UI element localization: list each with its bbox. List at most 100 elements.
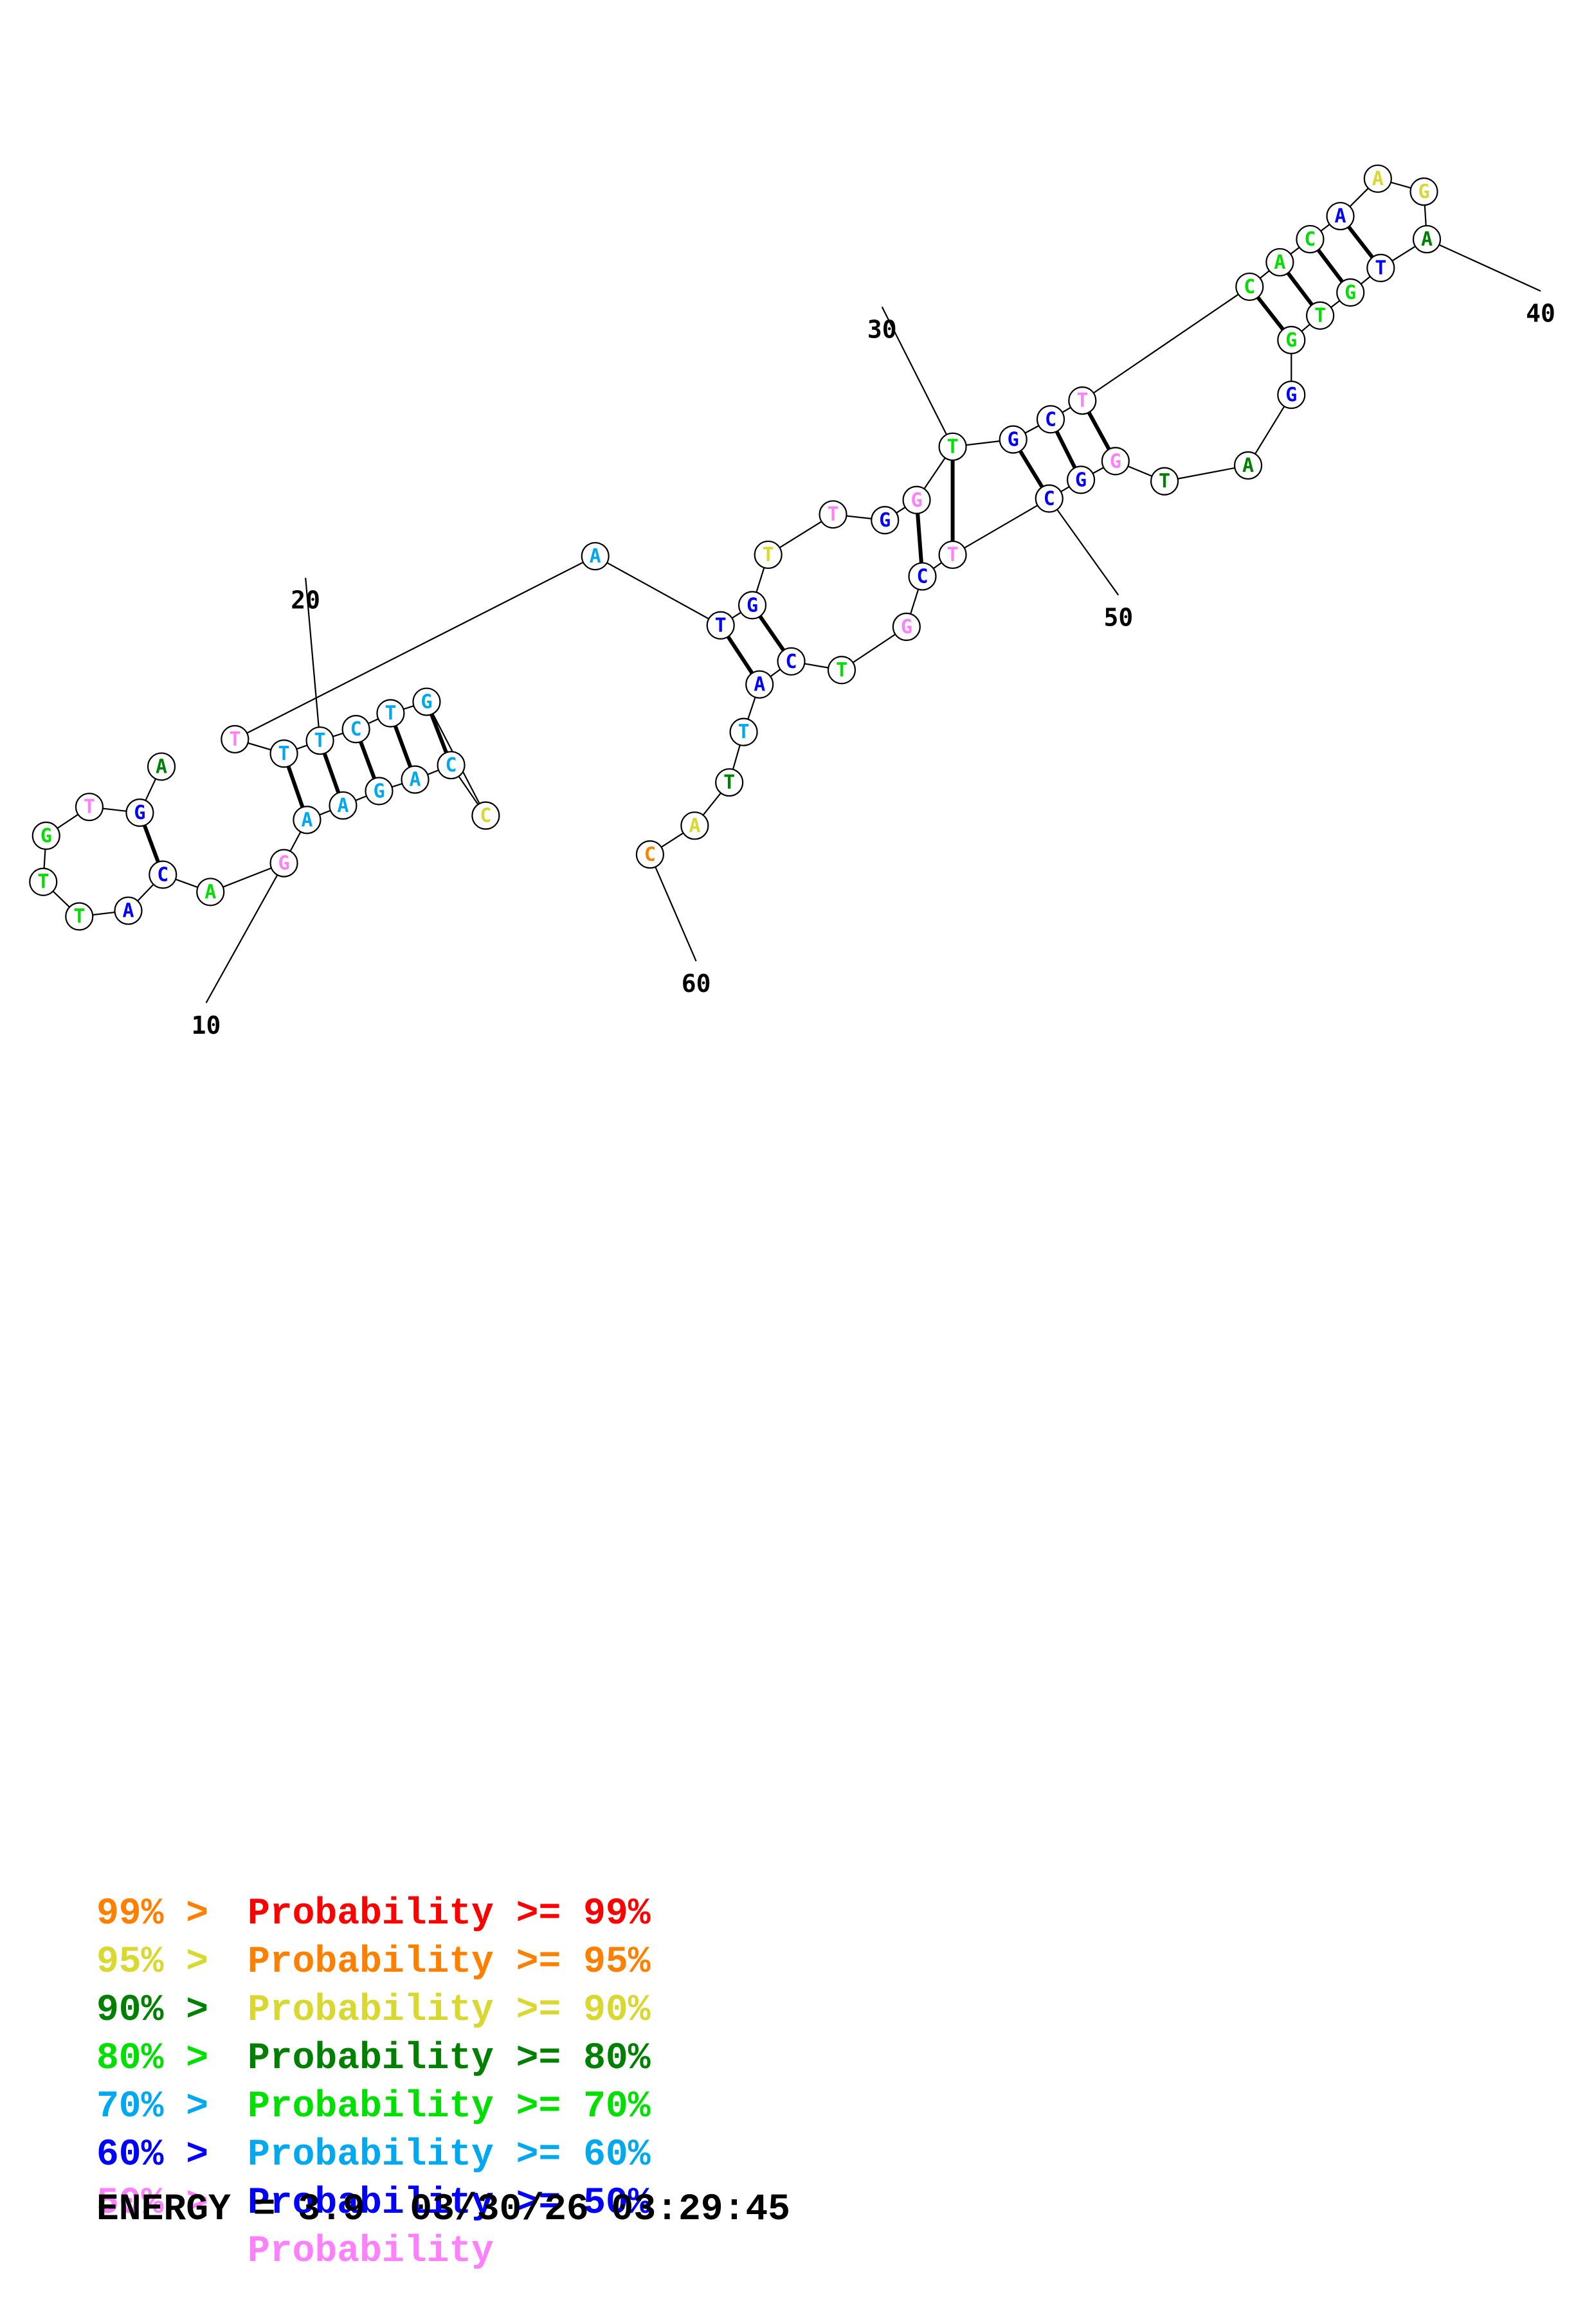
nucleotide: T [269, 739, 298, 768]
nucleotide-circle [341, 715, 370, 744]
position-tick-line [1048, 498, 1119, 596]
nucleotide: A [680, 811, 709, 840]
nucleotide: A [1363, 164, 1392, 194]
nucleotide-circle [329, 791, 358, 820]
legend-label: Probability >= 90% [248, 1990, 651, 2031]
nucleotide-circle [75, 793, 104, 822]
nucleotide: C [1235, 272, 1264, 302]
nucleotide-circle [125, 798, 154, 827]
nucleotide-circle [938, 432, 967, 461]
nucleotide: G [902, 485, 931, 514]
nucleotide-circle [401, 765, 430, 794]
nucleotide-base: G [747, 594, 758, 617]
nucleotide-base: C [480, 805, 491, 827]
nucleotide-circle [827, 656, 856, 685]
nucleotide-circle [1409, 177, 1438, 206]
nucleotide-base: T [73, 906, 85, 928]
nucleotide-base: C [1044, 488, 1055, 510]
nucleotide-base: T [84, 796, 95, 818]
nucleotide-circle [999, 425, 1028, 454]
backbone-segment [595, 555, 721, 626]
nucleotide: T [305, 726, 334, 755]
legend-row-p50: 60% > Probability >= 50% [96, 2083, 932, 2224]
nucleotide-base: T [738, 721, 750, 744]
nucleotide-base: A [590, 545, 601, 568]
nucleotide-circle [1036, 405, 1065, 434]
nucleotide-base: T [1314, 305, 1326, 327]
legend-row-p60: 70% > Probability >= 60% [96, 2035, 932, 2176]
nucleotide-circle [269, 849, 298, 878]
legend-range: 60% > [96, 2134, 209, 2176]
legend-range: 90% > [96, 1990, 209, 2031]
nucleotide-base: C [786, 651, 797, 673]
nucleotide-base: G [373, 780, 385, 803]
position-tick-line [1426, 239, 1541, 292]
nucleotide-base: C [446, 754, 457, 777]
position-tick-line [649, 854, 697, 962]
nucleotide-base: G [41, 825, 52, 847]
nucleotide-circle [1265, 248, 1294, 277]
nucleotide-base: A [689, 815, 700, 837]
nucleotide: G [999, 425, 1028, 454]
nucleotide-base: G [911, 489, 923, 512]
nucleotide-circle [365, 777, 394, 806]
legend-row-p70: 80% > Probability >= 70% [96, 1986, 932, 2128]
nucleotide-circle [715, 768, 744, 797]
nucleotide-circle [1233, 451, 1263, 480]
position-label: 50 [1103, 604, 1133, 632]
nucleotide-circle [1068, 386, 1097, 415]
nucleotide: C [437, 751, 466, 780]
nucleotide: A [581, 542, 610, 571]
nucleotide: T [75, 793, 104, 822]
nucleotide-circle [871, 506, 900, 535]
nucleotide-circle [196, 878, 225, 906]
legend-label: Probability >= 60% [248, 2134, 651, 2176]
legend-range: 80% > [96, 2038, 209, 2080]
nucleotide-base: C [350, 718, 362, 741]
nucleotide-circle [754, 540, 783, 570]
nucleotide-base: A [1274, 251, 1285, 274]
nucleotide-base: A [301, 809, 312, 831]
nucleotide: C [471, 801, 500, 830]
nucleotide-base: G [879, 509, 891, 532]
legend-range: 99% > [96, 1893, 209, 1935]
nucleotide-base: T [947, 436, 959, 458]
nucleotide-circle [729, 717, 758, 746]
nucleotide-circle [908, 562, 937, 591]
nucleotide-base: G [1345, 282, 1356, 304]
legend-row-plt50: 50% > Probability [96, 2131, 932, 2273]
nucleotide-base: T [1159, 471, 1170, 493]
nucleotide: G [892, 612, 921, 642]
legend-label: Probability >= 50% [248, 2183, 651, 2224]
nucleotide-circle [938, 540, 967, 570]
legend-label: Probability >= 80% [248, 2038, 651, 2080]
nucleotide: C [777, 647, 806, 676]
nucleotide-base: C [1045, 408, 1056, 431]
backbone-segment [234, 555, 596, 740]
nucleotide: T [1068, 386, 1097, 415]
nucleotide-base: C [1304, 228, 1316, 251]
nucleotide-base: T [836, 659, 847, 681]
nucleotide-base: G [1008, 429, 1019, 451]
nucleotide-base: G [1285, 329, 1297, 352]
nucleotide-circle [376, 699, 405, 728]
nucleotide: T [1366, 253, 1395, 283]
nucleotide: T [715, 768, 744, 797]
nucleotide-base: C [157, 864, 168, 887]
nucleotide: T [65, 902, 94, 931]
nucleotide-base: T [314, 730, 326, 752]
nucleotide-circle [1066, 465, 1096, 494]
nucleotide: G [738, 591, 767, 620]
nucleotide: T [706, 611, 735, 640]
backbone-segment [1082, 286, 1250, 402]
nucleotide-circle [1306, 301, 1335, 330]
nucleotide: G [1409, 177, 1438, 206]
position-label: 40 [1526, 300, 1555, 328]
nucleotide-base: T [385, 702, 396, 725]
nucleotide-circle [293, 806, 322, 834]
nucleotide-base: G [1285, 384, 1297, 406]
nucleotide: C [341, 715, 370, 744]
nucleotide-base: T [947, 544, 959, 566]
nucleotide-base: A [1242, 455, 1254, 477]
nucleotide: G [1277, 381, 1306, 410]
